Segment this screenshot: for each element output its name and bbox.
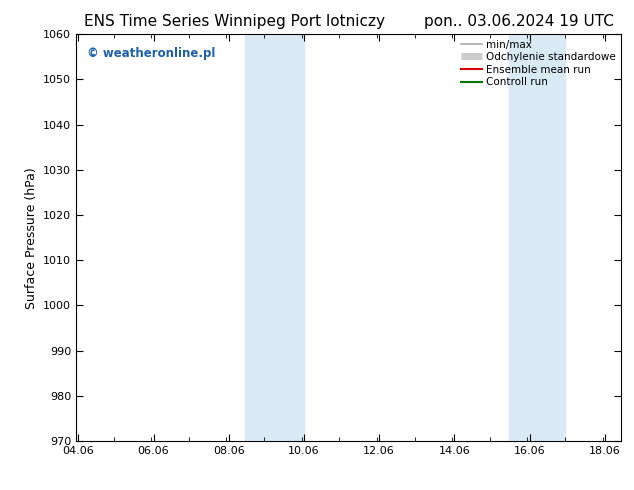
Bar (245, 34, 266, 441)
Bar (529, 34, 565, 441)
Bar (508, 34, 529, 441)
Legend: min/max, Odchylenie standardowe, Ensemble mean run, Controll run: min/max, Odchylenie standardowe, Ensembl… (459, 37, 618, 89)
Title: ENS Time Series Winnipeg Port lotniczy        pon.. 03.06.2024 19 UTC: ENS Time Series Winnipeg Port lotniczy p… (84, 14, 614, 29)
Text: © weatheronline.pl: © weatheronline.pl (87, 47, 216, 59)
Y-axis label: Surface Pressure (hPa): Surface Pressure (hPa) (25, 167, 37, 309)
Bar (266, 34, 304, 441)
